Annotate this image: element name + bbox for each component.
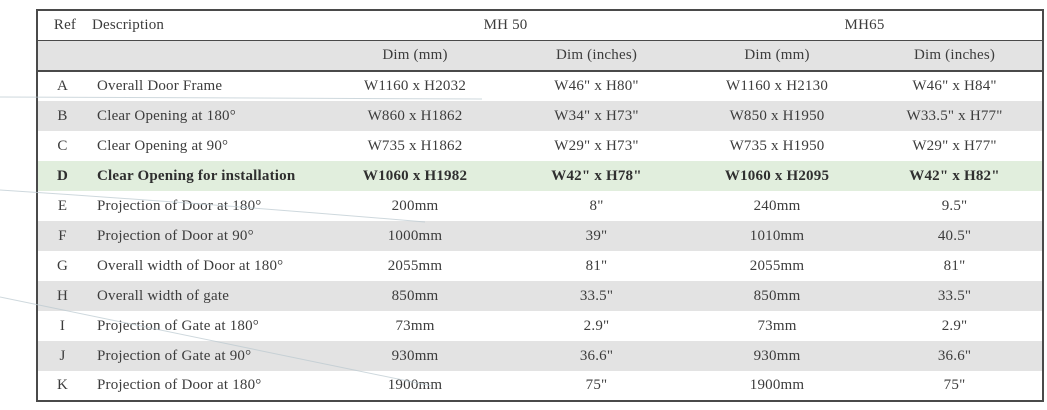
ref-cell: B [57, 107, 68, 124]
description-cell: Overall Door Frame [97, 78, 223, 94]
description-cell: Overall width of gate [97, 287, 230, 304]
mh50-inches-cell: 36.6" [579, 347, 614, 364]
ref-cell: F [58, 227, 67, 244]
description-header-label: Description [91, 17, 165, 33]
table-row-j: J Projection of Gate at 90° 930mm 36.6" … [37, 341, 1044, 371]
dimensions-table: Ref Description MH 50 MH65 Dim (mm) Dim … [36, 9, 1045, 402]
mh50-mm-cell: W1160 x H2032 [363, 78, 467, 94]
mh65-inches-cell: W42" x H82" [909, 167, 1000, 184]
table-row-b: B Clear Opening at 180° W860 x H1862 W34… [37, 101, 1044, 131]
mh50-mm-cell: 850mm [391, 287, 439, 304]
mh50-group-header: MH 50 [324, 10, 688, 41]
ref-cell: E [57, 197, 68, 214]
description-cell: Projection of Door at 90° [97, 227, 254, 244]
ref-cell: C [57, 137, 68, 154]
mh50-mm-cell: 1900mm [387, 377, 443, 393]
mh65-mm-cell: W1160 x H2130 [726, 78, 829, 94]
mh50-inches-cell: 39" [585, 227, 608, 244]
ref-cell: H [56, 287, 69, 304]
mh50-mm-cell: 2055mm [387, 257, 443, 274]
description-cell: Clear Opening at 180° [97, 107, 236, 124]
mh50-inches-cell: 81" [585, 257, 608, 274]
ref-cell: K [56, 377, 69, 393]
mh65-mm-cell: 1010mm [749, 227, 805, 244]
mh50-inches-cell: W34" x H73" [554, 107, 639, 124]
mh65-mm-cell: 930mm [753, 347, 801, 364]
mh50-mm-cell: 73mm [395, 317, 435, 334]
ref-header-label: Ref [53, 17, 77, 33]
table-row-f: F Projection of Door at 90° 1000mm 39" 1… [37, 221, 1044, 251]
mh65-inches-cell: 81" [943, 257, 966, 274]
mh65-mm-cell: W735 x H1950 [729, 137, 825, 154]
mh65-mm-cell: W1060 x H2095 [724, 167, 830, 184]
description-cell: Overall width of Door at 180° [97, 257, 284, 274]
mh65-inches-cell: 40.5" [937, 227, 972, 244]
mh50-dim-inches-header: Dim (inches) [506, 40, 688, 72]
mh50-mm-cell: W735 x H1862 [367, 137, 463, 154]
mh50-inches-cell: 8" [589, 197, 604, 214]
description-cell: Projection of Gate at 90° [97, 347, 252, 364]
mh50-mm-cell: 930mm [391, 347, 439, 364]
table-row-c: C Clear Opening at 90° W735 x H1862 W29"… [37, 131, 1044, 161]
description-cell: Clear Opening for installation [97, 167, 296, 184]
mh50-inches-cell: W46" x H80" [554, 78, 639, 94]
mh65-mm-cell: 240mm [753, 197, 801, 214]
ref-cell: D [56, 167, 69, 184]
mh65-inches-cell: 2.9" [941, 317, 968, 334]
mh65-mm-cell: 2055mm [749, 257, 805, 274]
table-row-k: K Projection of Door at 180° 1900mm 75" … [37, 371, 1044, 401]
mh50-inches-cell: W29" x H73" [554, 137, 639, 154]
mh50-dim-mm-header: Dim (mm) [324, 40, 507, 72]
mh50-mm-cell: 200mm [391, 197, 439, 214]
mh65-group-header: MH65 [687, 10, 1044, 41]
mh65-inches-cell: 36.6" [937, 347, 972, 364]
table-row-e: E Projection of Door at 180° 200mm 8" 24… [37, 191, 1044, 221]
mh50-mm-cell: W1060 x H1982 [362, 167, 468, 184]
mh65-inches-cell: 9.5" [941, 197, 968, 214]
empty-header-cell [37, 40, 325, 72]
table-row-i: I Projection of Gate at 180° 73mm 2.9" 7… [37, 311, 1044, 341]
table-row-a: A Overall Door Frame W1160 x H2032 W46" … [37, 71, 1044, 101]
ref-cell: G [56, 257, 69, 274]
mh65-mm-cell: 1900mm [749, 377, 805, 393]
mh50-mm-cell: W860 x H1862 [367, 107, 463, 124]
mh65-dim-mm-header: Dim (mm) [687, 40, 868, 72]
ref-cell: I [59, 317, 66, 334]
group-header-row: Ref Description MH 50 MH65 [37, 10, 1044, 41]
mh50-inches-cell: 2.9" [583, 317, 610, 334]
mh65-dim-inches-header: Dim (inches) [867, 40, 1044, 72]
description-cell: Projection of Gate at 180° [97, 317, 259, 334]
mh50-mm-cell: 1000mm [387, 227, 443, 244]
mh65-inches-cell: 33.5" [937, 287, 972, 304]
dimension-unit-header-row: Dim (mm) Dim (inches) Dim (mm) Dim (inch… [37, 40, 1044, 72]
table-row-d-highlighted: D Clear Opening for installation W1060 x… [37, 161, 1044, 191]
mh65-inches-cell: 75" [943, 377, 966, 393]
mh65-mm-cell: 73mm [757, 317, 797, 334]
table-row-g: G Overall width of Door at 180° 2055mm 8… [37, 251, 1044, 281]
description-cell: Projection of Door at 180° [97, 197, 262, 214]
mh65-inches-cell: W46" x H84" [912, 78, 997, 94]
ref-cell: A [56, 78, 69, 94]
mh65-mm-cell: 850mm [753, 287, 801, 304]
mh65-inches-cell: W29" x H77" [912, 137, 997, 154]
description-cell: Projection of Door at 180° [97, 377, 262, 393]
ref-cell: J [59, 347, 66, 364]
mh50-inches-cell: W42" x H78" [551, 167, 642, 184]
mh65-inches-cell: W33.5" x H77" [906, 107, 1003, 124]
ref-description-header: Ref Description [37, 10, 325, 41]
mh50-inches-cell: 33.5" [579, 287, 614, 304]
table-row-h: H Overall width of gate 850mm 33.5" 850m… [37, 281, 1044, 311]
description-cell: Clear Opening at 90° [97, 137, 229, 154]
mh65-mm-cell: W850 x H1950 [729, 107, 825, 124]
mh50-inches-cell: 75" [585, 377, 608, 393]
